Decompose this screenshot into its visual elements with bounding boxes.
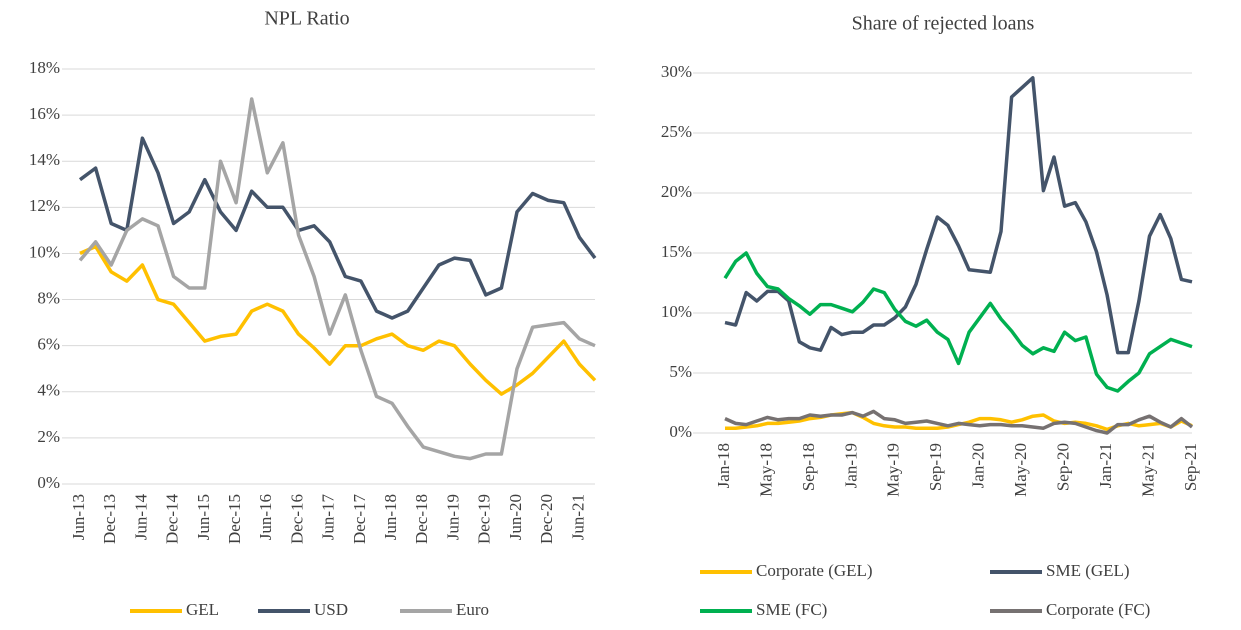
x-tick-label: Jun-21 <box>568 494 587 540</box>
x-tick-label: Jan-21 <box>1096 443 1115 488</box>
series-line <box>78 97 596 461</box>
y-tick-label: 6% <box>37 335 60 354</box>
legend-label: Corporate (GEL) <box>756 561 873 580</box>
x-tick-label: Dec-16 <box>287 494 306 544</box>
y-tick-label: 18% <box>29 58 60 77</box>
x-tick-label: Jun-14 <box>131 494 150 541</box>
y-tick-label: 8% <box>37 288 60 307</box>
series-line <box>724 76 1193 355</box>
x-tick-label: Jun-19 <box>443 494 462 540</box>
x-tick-label: Dec-15 <box>225 494 244 544</box>
chart-title: Share of rejected loans <box>852 13 1035 35</box>
y-tick-label: 15% <box>661 242 692 261</box>
legend-label: SME (GEL) <box>1046 561 1130 580</box>
x-tick-label: Dec-13 <box>100 494 119 544</box>
y-tick-label: 20% <box>661 182 692 201</box>
y-tick-label: 4% <box>37 381 60 400</box>
series-line <box>78 136 597 320</box>
x-tick-label: Jan-20 <box>969 443 988 488</box>
x-tick-label: Dec-19 <box>475 494 494 544</box>
y-tick-label: 10% <box>29 242 60 261</box>
x-tick-label: Dec-20 <box>537 494 556 544</box>
x-tick-label: May-20 <box>1011 443 1030 497</box>
x-tick-label: Dec-14 <box>163 494 182 545</box>
legend-label: USD <box>314 600 348 619</box>
x-tick-label: May-19 <box>884 443 903 497</box>
x-tick-label: Jan-19 <box>841 443 860 488</box>
x-tick-label: May-18 <box>756 443 775 497</box>
x-tick-label: Dec-17 <box>350 494 369 545</box>
y-tick-label: 0% <box>37 473 60 492</box>
x-tick-label: Sep-20 <box>1054 443 1073 491</box>
x-tick-label: Jun-20 <box>506 494 525 540</box>
y-tick-label: 12% <box>29 196 60 215</box>
x-tick-label: May-21 <box>1138 443 1157 497</box>
y-tick-label: 5% <box>669 362 692 381</box>
x-tick-label: Sep-18 <box>799 443 818 491</box>
y-tick-label: 0% <box>669 422 692 441</box>
y-tick-label: 14% <box>29 150 60 169</box>
series-line <box>723 251 1193 393</box>
chart-title: NPL Ratio <box>264 8 349 30</box>
y-tick-label: 2% <box>37 427 60 446</box>
x-tick-label: Jun-16 <box>256 494 275 540</box>
x-tick-label: Jun-17 <box>319 494 338 541</box>
legend-label: Corporate (FC) <box>1046 600 1150 619</box>
y-tick-label: 25% <box>661 122 692 141</box>
legend-label: SME (FC) <box>756 600 827 619</box>
x-tick-label: Jan-18 <box>714 443 733 488</box>
x-tick-label: Jun-18 <box>381 494 400 540</box>
series-line <box>725 410 1193 432</box>
y-tick-label: 10% <box>661 302 692 321</box>
legend-label: GEL <box>186 600 219 619</box>
x-tick-label: Sep-19 <box>926 443 945 491</box>
series-line <box>79 244 597 396</box>
x-tick-label: Dec-18 <box>412 494 431 544</box>
x-tick-label: Jun-15 <box>194 494 213 540</box>
series-line <box>724 409 1194 435</box>
x-tick-label: Jun-13 <box>69 494 88 540</box>
y-tick-label: 16% <box>29 104 60 123</box>
x-tick-label: Sep-21 <box>1181 443 1200 491</box>
y-tick-label: 30% <box>661 62 692 81</box>
legend-label: Euro <box>456 600 489 619</box>
